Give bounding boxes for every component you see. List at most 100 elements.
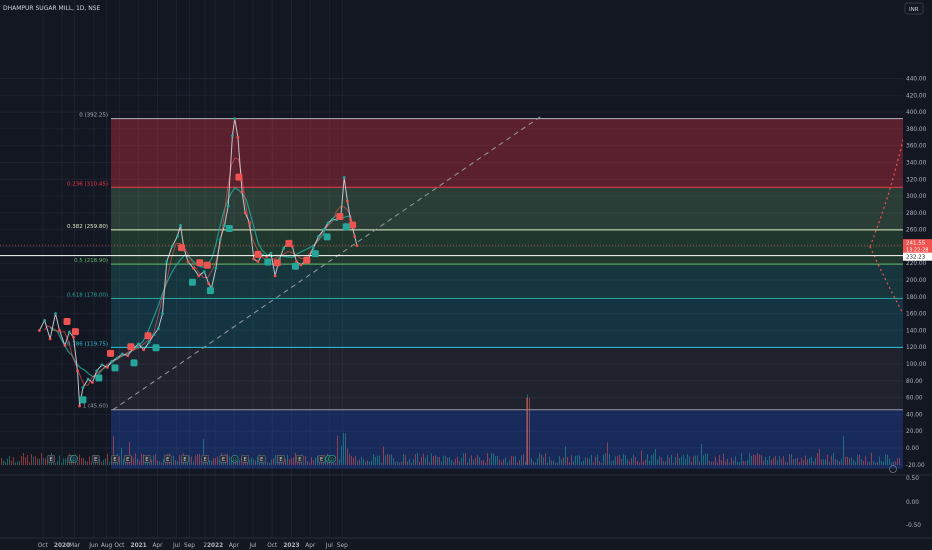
volume-bar [287, 454, 288, 465]
volume-bar [271, 459, 272, 465]
price-point [126, 354, 130, 358]
volume-bar [227, 453, 228, 465]
volume-bar [195, 455, 196, 465]
dividend-badge[interactable] [328, 454, 337, 463]
earnings-badge-label: E [204, 457, 207, 463]
earnings-badge[interactable] [317, 455, 326, 463]
volume-bar [457, 456, 458, 465]
volume-bar [307, 460, 308, 465]
volume-bar [581, 461, 582, 465]
volume-bar [519, 460, 520, 465]
volume-bar [561, 459, 562, 465]
volume-bar [133, 457, 134, 465]
volume-bar [523, 454, 524, 465]
secondary-price-tag [903, 252, 932, 261]
volume-bar [769, 455, 770, 465]
price-point [67, 330, 71, 334]
price-point [86, 377, 90, 381]
earnings-badge[interactable] [47, 455, 55, 463]
volume-bar [477, 455, 478, 465]
volume-bar [137, 458, 138, 465]
earnings-badge-label: E [298, 457, 301, 463]
buy-signal-marker [206, 287, 214, 295]
volume-bar [629, 461, 630, 465]
earnings-badge[interactable] [257, 455, 266, 463]
volume-bar [361, 456, 362, 465]
fib-level-label: 0.5 (218.90) [74, 258, 108, 264]
volume-bar [861, 459, 862, 465]
volume-bar [9, 456, 10, 465]
volume-bar [421, 456, 422, 465]
dividend-badge[interactable] [230, 454, 239, 463]
volume-bar [21, 456, 22, 465]
x-tick-label: Sep [337, 543, 348, 549]
earnings-badge[interactable] [241, 455, 249, 463]
y-tick-label: 440.00 [906, 76, 927, 82]
volume-bar [363, 458, 364, 465]
earnings-badge[interactable] [201, 455, 209, 463]
volume-bar [417, 453, 418, 465]
y-tick-label: 20.00 [906, 429, 923, 435]
volume-bar [699, 461, 700, 465]
volume-bar [509, 460, 510, 465]
volume-bar [475, 457, 476, 465]
earnings-badge[interactable] [219, 455, 228, 463]
volume-bar [341, 445, 342, 465]
sell-signal-marker [254, 250, 262, 258]
volume-bar [93, 462, 94, 465]
earnings-badge[interactable] [277, 455, 285, 463]
volume-bar [107, 453, 108, 465]
volume-bar [155, 453, 156, 465]
sell-signal-marker [303, 256, 311, 264]
earnings-badge[interactable] [296, 455, 304, 463]
price-point [207, 281, 210, 285]
time-axis[interactable] [0, 538, 932, 550]
volume-bar [217, 456, 218, 465]
earnings-badge[interactable] [143, 455, 151, 463]
price-point [273, 274, 277, 278]
volume-bar [11, 460, 12, 465]
volume-bar [199, 453, 200, 465]
price-axis[interactable] [903, 0, 932, 550]
x-tick-label: Mar [69, 543, 81, 549]
price-point [106, 365, 109, 369]
volume-bar [593, 462, 594, 465]
volume-bar [545, 453, 546, 465]
volume-bar [869, 461, 870, 465]
volume-bar [359, 459, 360, 465]
volume-bar [799, 462, 800, 465]
earnings-badge[interactable] [111, 455, 119, 463]
bar-countdown: 13:22:28 [906, 248, 928, 254]
volume-bar [651, 455, 652, 465]
volume-bar [665, 461, 666, 465]
volume-bar [29, 461, 30, 465]
earnings-badge[interactable] [163, 455, 172, 463]
volume-bar [655, 448, 656, 465]
price-point [243, 211, 247, 215]
volume-bar [293, 457, 294, 465]
price-point [252, 257, 256, 261]
volume-bar [337, 435, 338, 465]
volume-bar [473, 459, 474, 465]
volume-bar [565, 446, 566, 465]
volume-bar [317, 455, 318, 465]
volume-bar [269, 462, 270, 465]
price-point [100, 363, 104, 367]
volume-bar [411, 462, 412, 465]
volume-bar [737, 461, 738, 465]
volume-bar [353, 457, 354, 465]
volume-bar [345, 433, 346, 465]
earnings-badge[interactable] [181, 455, 189, 463]
currency-badge[interactable] [904, 2, 924, 15]
earnings-badge[interactable] [91, 455, 100, 463]
volume-bar [619, 455, 620, 465]
settings-gear-icon[interactable] [889, 465, 897, 473]
y-tick-label: 80.00 [906, 379, 923, 385]
dividend-badge[interactable] [70, 454, 78, 463]
volume-bar [419, 462, 420, 465]
volume-bar [759, 454, 760, 465]
earnings-badge[interactable] [123, 455, 132, 463]
volume-bar [369, 461, 370, 465]
